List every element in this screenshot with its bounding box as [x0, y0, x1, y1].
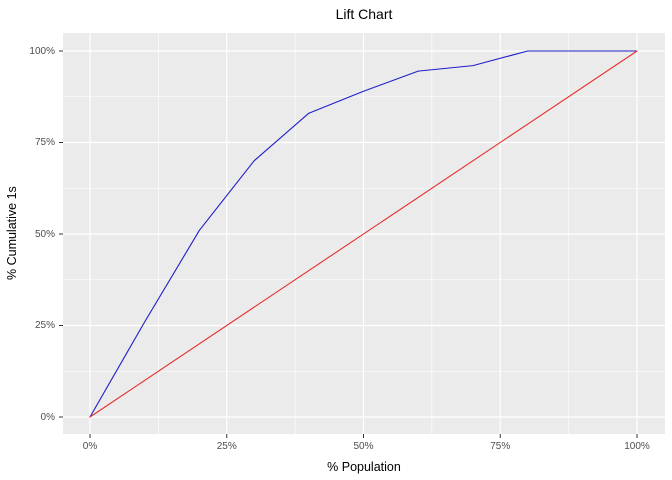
random-baseline-line	[89, 50, 638, 418]
x-tick-label: 50%	[353, 441, 374, 452]
y-tick-label: 50%	[34, 228, 55, 240]
chart-title: Lift Chart	[335, 6, 393, 22]
y-tick-label: 100%	[29, 45, 55, 57]
x-tick-label: 100%	[624, 441, 650, 452]
x-tick-label: 75%	[490, 441, 511, 452]
x-tick-label: 25%	[216, 441, 237, 452]
y-tick-label: 25%	[34, 320, 55, 331]
y-tick-label: 0%	[40, 411, 55, 423]
x-tick-label: 0%	[82, 441, 98, 452]
y-tick-label: 75%	[34, 137, 55, 148]
lift-curve-line	[89, 50, 638, 418]
x-axis-title: % Population	[327, 460, 401, 474]
